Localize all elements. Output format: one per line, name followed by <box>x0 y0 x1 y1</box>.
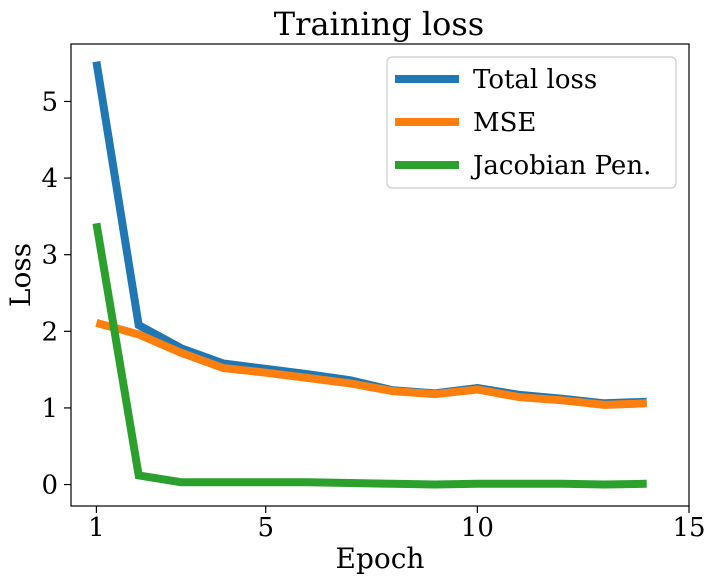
x-axis-ticks: 1 5 10 15 <box>88 506 706 543</box>
chart-title: Training loss <box>274 5 484 43</box>
y-tick-label: 5 <box>41 87 58 117</box>
axes-frame <box>70 43 690 507</box>
legend-label-1: Total loss <box>473 65 597 95</box>
legend-label-2: MSE <box>473 108 536 138</box>
y-tick-label: 1 <box>41 394 58 424</box>
legend-label-3: Jacobian Pen. <box>470 151 651 181</box>
y-tick-label: 0 <box>41 471 58 501</box>
x-tick-label: 1 <box>88 513 105 543</box>
y-tick-label: 3 <box>41 241 58 271</box>
y-tick-label: 4 <box>41 164 58 194</box>
x-tick-label: 10 <box>461 513 494 543</box>
series-line-3 <box>92 222 647 489</box>
x-tick-label: 5 <box>257 513 274 543</box>
x-tick-label: 15 <box>672 513 705 543</box>
legend: Total loss MSE Jacobian Pen. <box>386 56 677 189</box>
series-layer <box>92 60 647 489</box>
y-tick-label: 2 <box>41 317 58 347</box>
series-line-2 <box>95 319 647 409</box>
x-axis-label: Epoch <box>336 542 425 575</box>
y-axis-label: Loss <box>4 243 37 307</box>
y-axis-ticks: 0 1 2 3 4 5 <box>41 87 71 501</box>
legend-box <box>386 56 677 189</box>
